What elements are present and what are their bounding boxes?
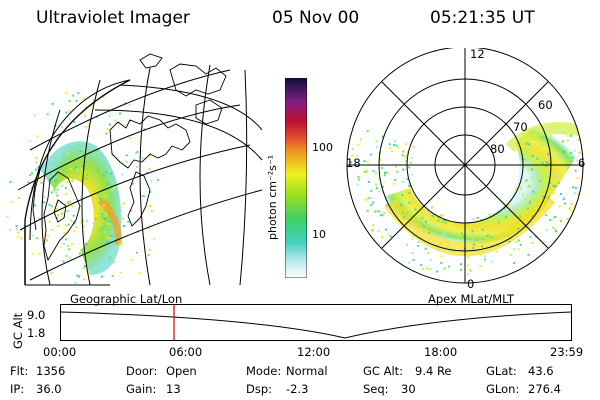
colorbar-tick-10: 10: [312, 228, 326, 241]
alt-tick-9: 9.0: [27, 308, 46, 322]
mlt-label-18: 18: [346, 156, 361, 170]
alt-tick-1-8: 1.8: [27, 326, 46, 340]
geo-caption: Geographic Lat/Lon: [70, 292, 183, 306]
flt-label: Flt:: [10, 364, 29, 378]
aurora-specks: [6, 92, 159, 284]
geographic-map: [6, 53, 263, 286]
time-label: 05:21:35 UT: [430, 8, 535, 28]
instrument-title: Ultraviolet Imager: [36, 8, 190, 28]
mlt-label-6: 6: [578, 156, 586, 170]
time-tick-0: 00:00: [43, 345, 77, 359]
gc-alt-axis-label: GC Alt: [11, 312, 25, 349]
door-value: Open: [166, 364, 197, 378]
mlat-label-60: 60: [538, 98, 553, 112]
color-bar: [285, 78, 307, 278]
seq-value: 30: [401, 382, 416, 396]
time-tick-1: 06:00: [169, 345, 203, 359]
flt-value: 1356: [36, 364, 66, 378]
mlt-label-12: 12: [470, 47, 485, 61]
glat-label: GLat:: [486, 364, 517, 378]
earth-limb: [24, 79, 131, 285]
ip-label: IP:: [10, 382, 25, 396]
colorbar-unit-label: photon cm⁻²s⁻¹: [266, 154, 279, 240]
polar-grid: [346, 48, 584, 284]
mode-value: Normal: [286, 364, 328, 378]
gc-alt-label: GC Alt:: [363, 364, 404, 378]
time-tick-2: 12:00: [297, 345, 331, 359]
gain-value: 13: [166, 382, 181, 396]
apex-caption: Apex MLat/MLT: [428, 292, 515, 306]
coastlines: [32, 53, 227, 262]
gain-label: Gain:: [126, 382, 157, 396]
dsp-label: Dsp:: [246, 382, 273, 396]
glat-value: 43.6: [528, 364, 554, 378]
altitude-plot: [60, 304, 572, 341]
glon-label: GLon:: [486, 382, 520, 396]
aurora-emission: [40, 141, 122, 275]
mlat-label-70: 70: [513, 120, 528, 134]
altitude-curve: [60, 311, 572, 339]
time-tick-4: 23:59: [550, 345, 584, 359]
date-label: 05 Nov 00: [272, 8, 360, 28]
polar-specks: [350, 130, 581, 276]
ip-value: 36.0: [36, 382, 62, 396]
dsp-value: -2.3: [286, 382, 309, 396]
time-tick-3: 18:00: [424, 345, 458, 359]
colorbar-tick-100: 100: [312, 141, 333, 154]
mode-label: Mode:: [246, 364, 282, 378]
polar-plot: [346, 48, 584, 284]
mlt-label-0: 0: [467, 277, 475, 291]
gc-alt-value: 9.4 Re: [415, 364, 452, 378]
glon-value: 276.4: [528, 382, 561, 396]
seq-label: Seq:: [363, 382, 389, 396]
door-label: Door:: [126, 364, 158, 378]
mlat-label-80: 80: [490, 142, 505, 156]
